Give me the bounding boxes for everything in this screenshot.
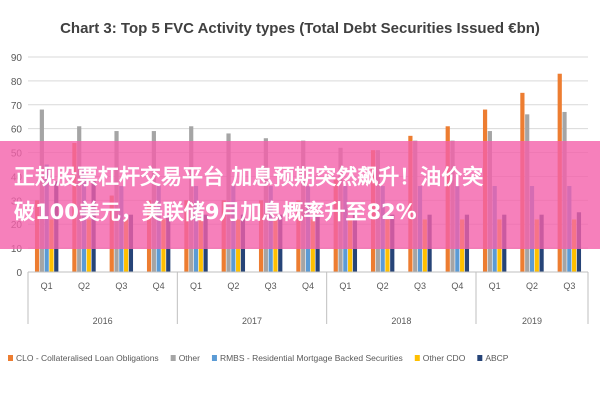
x-tick-label: Q1 — [339, 281, 351, 291]
x-tick-label: Q3 — [414, 281, 426, 291]
legend-swatch — [211, 355, 217, 361]
legend: CLO - Collateralised Loan Obligations Oth… — [8, 353, 509, 363]
x-tick-label: Q3 — [563, 281, 575, 291]
legend-label: Other — [179, 353, 200, 363]
y-tick-label: 0 — [16, 268, 22, 279]
overlay-banner: 正规股票杠杆交易平台 加息预期突然飙升！油价突 破100美元，美联储9月加息概率… — [0, 141, 600, 249]
x-axis: Q1 Q2 Q3 Q4 Q1 Q2 Q3 Q4 Q1 Q2 Q3 Q4 Q1 Q2 Q3 2016 2017 20… — [27, 271, 589, 326]
x-tick-label: Q2 — [377, 281, 389, 291]
x-tick-label: Q3 — [265, 281, 277, 291]
legend-swatch — [477, 355, 483, 361]
x-tick-label: Q4 — [302, 281, 314, 291]
banner-line-2: 破100美元，美联储9月加息概率升至82% — [14, 200, 417, 224]
y-tick-label: 10 — [11, 244, 23, 255]
y-tick-label: 70 — [11, 101, 23, 112]
legend-swatch — [8, 355, 13, 361]
legend-label: CLO - Collateralised Loan Obligations — [16, 353, 159, 363]
legend-swatch — [170, 355, 176, 361]
banner-line-1: 正规股票杠杆交易平台 加息预期突然飙升！油价突 — [14, 165, 484, 189]
x-tick-label: Q2 — [227, 281, 239, 291]
y-tick-label: 90 — [11, 53, 23, 64]
legend-swatch — [414, 355, 420, 361]
x-tick-label: Q1 — [489, 281, 501, 291]
x-tick-label: Q1 — [190, 281, 202, 291]
year-label: 2019 — [522, 316, 542, 326]
x-tick-label: Q3 — [115, 281, 127, 291]
x-tick-label: Q2 — [526, 281, 538, 291]
legend-label: ABCP — [485, 353, 508, 363]
x-tick-label: Q4 — [451, 281, 463, 291]
y-tick-label: 80 — [11, 77, 23, 88]
x-tick-label: Q2 — [78, 281, 90, 291]
year-label: 2016 — [93, 316, 113, 326]
year-label: 2018 — [391, 316, 411, 326]
year-label: 2017 — [242, 316, 262, 326]
x-tick-label: Q4 — [153, 281, 165, 291]
x-tick-label: Q1 — [41, 281, 53, 291]
y-tick-label: 60 — [11, 125, 23, 136]
chart-title: Chart 3: Top 5 FVC Activity types (Total… — [60, 20, 540, 37]
legend-label: Other CDO — [423, 353, 466, 363]
legend-label: RMBS - Residential Mortgage Backed Secur… — [220, 353, 403, 363]
